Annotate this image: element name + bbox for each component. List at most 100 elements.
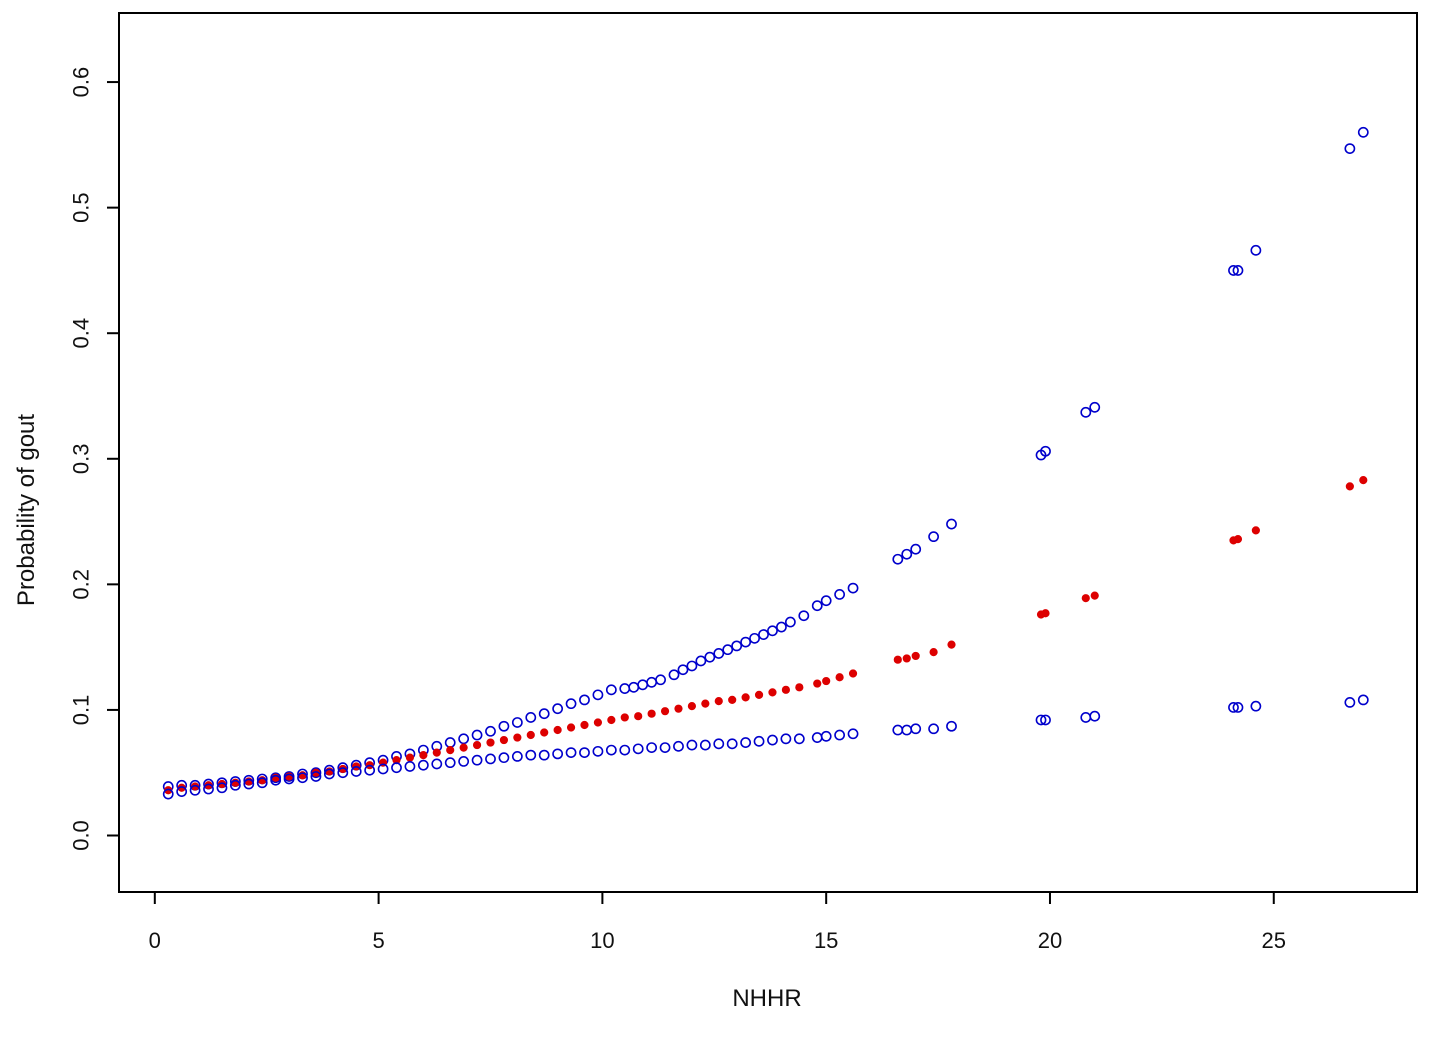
- data-point: [677, 664, 689, 676]
- data-point: [674, 704, 683, 713]
- data-point: [203, 783, 214, 795]
- data-point: [459, 743, 468, 752]
- data-point: [431, 758, 443, 770]
- data-point: [619, 744, 631, 756]
- y-tick-label: 0.0: [69, 820, 94, 851]
- data-point: [901, 724, 913, 736]
- data-point: [910, 723, 922, 735]
- data-point: [513, 733, 522, 742]
- data-point: [726, 738, 738, 750]
- data-point: [910, 543, 922, 555]
- y-tick-label: 0.6: [69, 67, 94, 98]
- data-point: [637, 679, 649, 691]
- data-point: [620, 713, 629, 722]
- data-point: [1041, 609, 1050, 618]
- data-point: [176, 786, 188, 797]
- y-axis: 0.0 0.1 0.2 0.3 0.4 0.5 0.6: [69, 67, 120, 851]
- data-point: [753, 735, 765, 747]
- data-point: [552, 748, 564, 760]
- data-point: [323, 768, 335, 780]
- data-point: [1089, 710, 1101, 722]
- y-tick-label: 0.5: [69, 192, 94, 223]
- data-point: [499, 735, 509, 745]
- data-point: [511, 750, 523, 762]
- data-point: [704, 651, 716, 663]
- data-point: [793, 733, 805, 745]
- data-point: [350, 766, 362, 777]
- data-point: [714, 697, 723, 706]
- data-point: [929, 648, 938, 657]
- data-point: [822, 676, 831, 686]
- data-point: [580, 720, 589, 730]
- data-point: [605, 744, 617, 756]
- data-point: [593, 718, 603, 727]
- data-point: [713, 648, 725, 659]
- x-tick-label: 10: [590, 928, 614, 953]
- data-point: [1232, 702, 1244, 713]
- data-point: [553, 725, 562, 735]
- data-point: [444, 757, 456, 769]
- y-axis-title: Probability of gout: [13, 414, 40, 606]
- data-point: [1040, 714, 1051, 726]
- data-point: [1089, 401, 1101, 413]
- data-point: [1228, 265, 1239, 276]
- data-point: [1090, 591, 1099, 600]
- data-point: [784, 616, 796, 628]
- data-point: [834, 729, 846, 741]
- data-point: [722, 644, 734, 656]
- data-point: [813, 679, 822, 688]
- data-point: [699, 739, 711, 751]
- data-point: [607, 715, 616, 725]
- data-point: [1232, 265, 1244, 276]
- data-point: [511, 717, 523, 728]
- data-point: [1035, 714, 1047, 726]
- data-point: [646, 742, 658, 753]
- data-point: [660, 707, 670, 716]
- data-point: [364, 764, 376, 776]
- data-point: [565, 698, 577, 710]
- data-point: [432, 748, 441, 757]
- data-point: [297, 772, 308, 784]
- data-point: [538, 708, 550, 720]
- data-point: [946, 518, 957, 530]
- data-point: [776, 621, 787, 633]
- data-point: [579, 694, 590, 706]
- data-point: [1233, 535, 1243, 544]
- plot-frame: [118, 12, 1418, 893]
- series-estimate: [164, 476, 1368, 795]
- x-tick-label: 5: [372, 928, 384, 953]
- data-point: [458, 756, 470, 767]
- data-point: [768, 688, 777, 697]
- data-point: [902, 654, 911, 663]
- data-point: [1345, 482, 1354, 491]
- data-point: [498, 720, 510, 732]
- data-point: [848, 669, 858, 678]
- data-point: [1359, 476, 1368, 485]
- data-point: [731, 640, 743, 652]
- data-point: [579, 747, 590, 759]
- data-point: [655, 674, 666, 686]
- y-tick-label: 0.2: [69, 569, 94, 600]
- data-point: [740, 737, 752, 748]
- data-point: [892, 553, 904, 565]
- data-point: [446, 746, 455, 755]
- x-axis: 0 5 10 15 20 25: [149, 891, 1286, 953]
- data-point: [1228, 702, 1239, 713]
- data-point: [1344, 143, 1356, 155]
- data-point: [659, 742, 671, 753]
- data-point: [485, 725, 496, 737]
- data-point: [619, 683, 631, 694]
- data-point: [749, 632, 760, 644]
- points-layer: [162, 126, 1369, 800]
- data-point: [740, 636, 752, 648]
- data-point: [377, 763, 389, 775]
- data-point: [605, 684, 617, 696]
- data-point: [628, 681, 640, 693]
- data-point: [781, 685, 791, 694]
- data-point: [947, 640, 956, 649]
- data-point: [767, 625, 778, 637]
- data-point: [405, 753, 415, 762]
- data-point: [686, 739, 698, 751]
- data-point: [928, 723, 940, 735]
- data-point: [1040, 445, 1051, 457]
